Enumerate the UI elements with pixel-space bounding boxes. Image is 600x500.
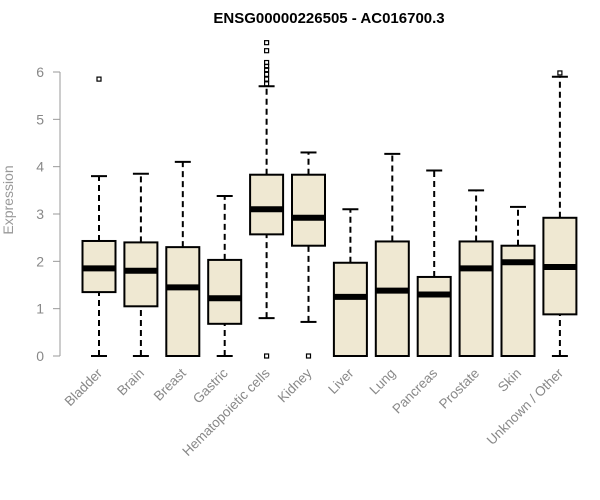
x-tick-label: Unknown / Other (484, 365, 567, 448)
box-breast (165, 160, 201, 357)
box-lung (374, 152, 410, 358)
x-tick-label: Skin (495, 366, 524, 395)
iqr-box (332, 261, 368, 357)
chart-title: ENSG00000226505 - AC016700.3 (213, 10, 444, 27)
outlier-point (264, 40, 270, 46)
box-prostate (458, 189, 494, 358)
x-tick-label: Bladder (62, 365, 106, 409)
box-hematopoietic-cells (249, 40, 285, 359)
y-axis-label: Expression (0, 165, 16, 234)
y-tick-label: 4 (36, 159, 44, 175)
y-tick-label: 6 (36, 64, 44, 80)
y-tick-label: 3 (36, 206, 44, 222)
box-liver (332, 208, 368, 357)
y-tick-label: 1 (36, 301, 44, 317)
outlier-point (264, 71, 270, 77)
box-pancreas (416, 169, 452, 358)
outlier-point (264, 76, 270, 82)
y-tick-label: 5 (36, 111, 44, 127)
outlier-point (264, 81, 270, 87)
x-tick-label: Lung (367, 366, 399, 398)
outlier-point (305, 353, 312, 359)
outlier-point (264, 353, 270, 359)
box-kidney (291, 151, 326, 359)
iqr-box (416, 275, 452, 358)
iqr-box (165, 246, 201, 357)
box-brain (123, 172, 159, 357)
x-tick-label: Brain (114, 366, 147, 399)
y-tick-label: 2 (36, 253, 44, 269)
box-bladder (81, 76, 117, 357)
x-tick-label: Liver (325, 365, 357, 397)
outlier-point (557, 70, 563, 76)
x-tick-label: Kidney (275, 365, 315, 405)
x-tick-label: Pancreas (389, 365, 440, 416)
iqr-box (123, 241, 159, 308)
box-skin (500, 205, 536, 357)
y-axis: 0 1 2 3 4 5 6 (36, 64, 61, 364)
iqr-box (458, 240, 494, 358)
iqr-box (291, 173, 326, 247)
iqr-box (374, 240, 410, 358)
x-tick-label: Prostate (436, 366, 482, 412)
iqr-box (207, 258, 243, 325)
box-unknown-other (542, 70, 578, 357)
y-tick-label: 0 (36, 348, 44, 364)
outlier-point (264, 67, 270, 73)
x-tick-label: Breast (151, 365, 189, 403)
box-gastric (207, 195, 243, 357)
boxes-layer (81, 40, 578, 359)
outlier-point (264, 48, 270, 54)
iqr-box (249, 173, 285, 236)
x-tick-label: Gastric (190, 365, 231, 406)
outlier-point (96, 76, 102, 82)
outlier-point (264, 59, 270, 66)
